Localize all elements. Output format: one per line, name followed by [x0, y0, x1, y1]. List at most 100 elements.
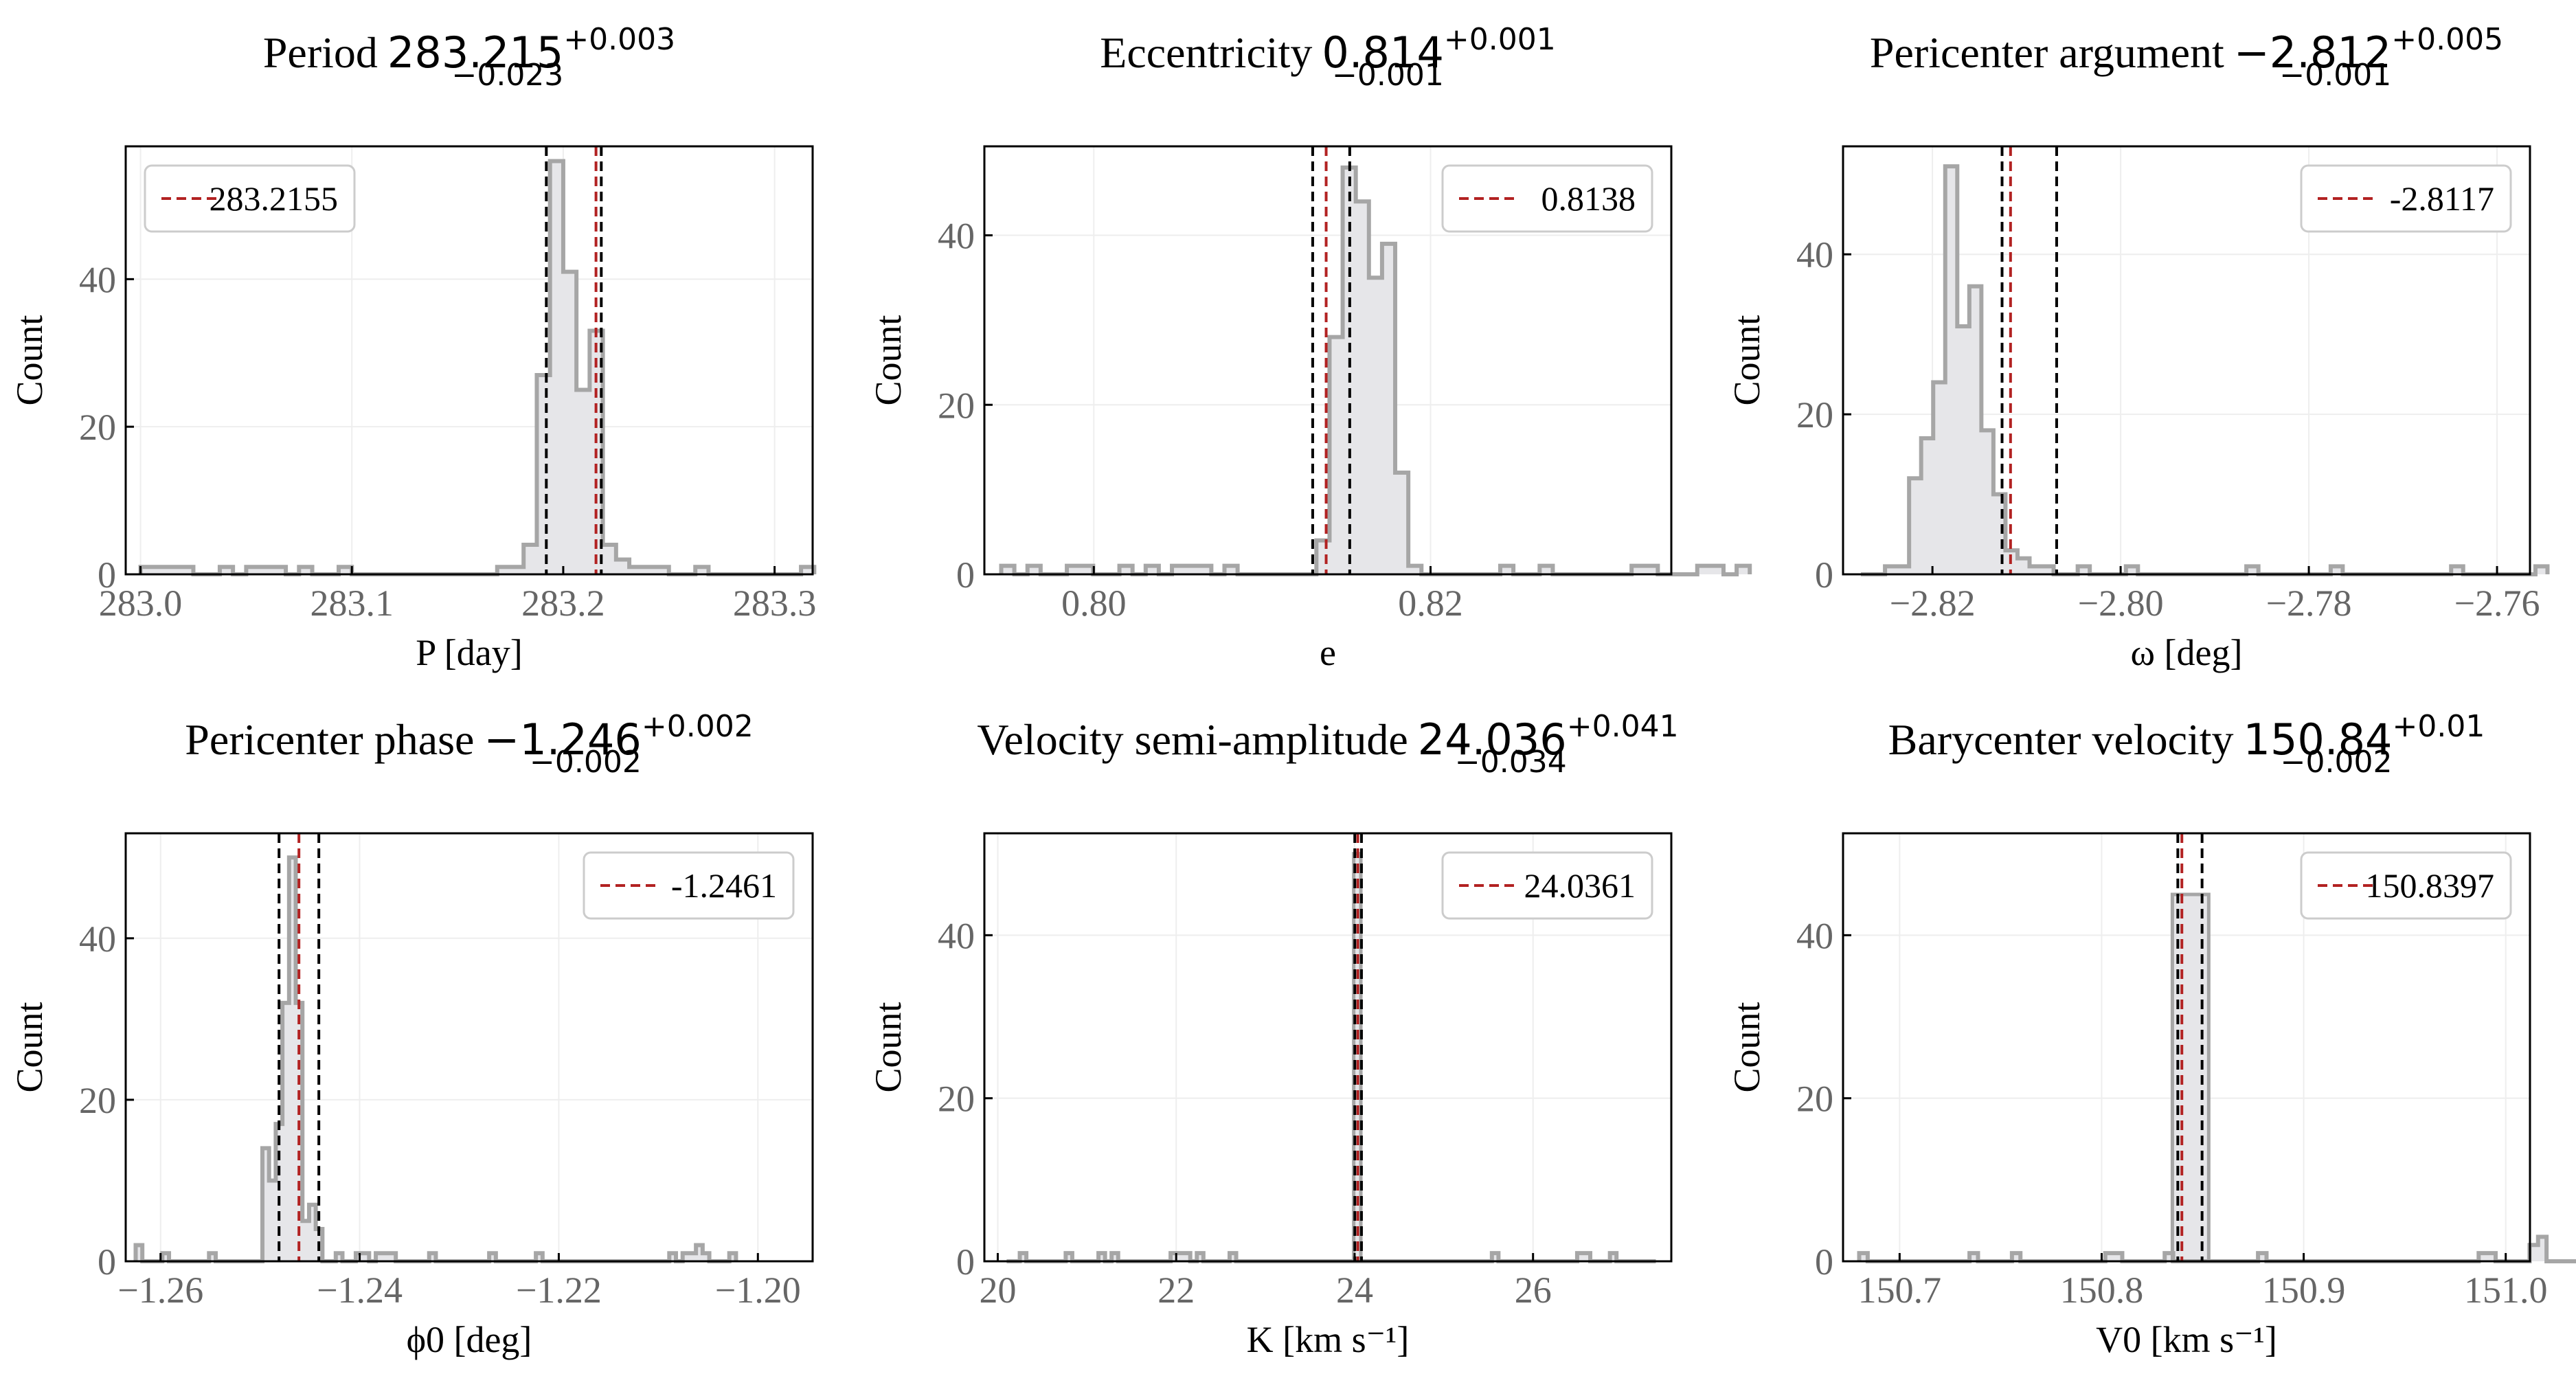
subplot-title: Barycenter velocity 150.84+0.01 −0.002: [1888, 709, 2485, 780]
x-tick-label: 0.82: [1398, 583, 1463, 624]
x-tick-label: −2.78: [2266, 583, 2352, 624]
histogram: [138, 159, 817, 576]
y-tick-label: 20: [1796, 394, 1833, 436]
legend: 150.8397: [2300, 851, 2512, 920]
y-tick-label: 40: [1796, 915, 1833, 956]
x-axis-label: e: [1320, 632, 1336, 673]
subplot-5: Velocity semi-amplitude 24.036+0.041 −0.03…: [868, 709, 1679, 1360]
y-tick-label: 40: [938, 915, 975, 956]
legend-label: 24.0361: [1524, 866, 1636, 905]
x-ticks: −2.82 −2.80 −2.78 −2.76: [1890, 566, 2540, 624]
title-value: 24.036: [1418, 714, 1567, 765]
y-axis-label: Count: [1726, 315, 1767, 405]
legend-box: [2300, 164, 2512, 233]
legend-box: [1441, 851, 1653, 920]
x-tick-label: 20: [979, 1270, 1016, 1311]
histogram-outline: [1857, 1234, 2576, 1263]
x-axis-label: ϕ0 [deg]: [407, 1319, 532, 1360]
axes-frame: [1842, 832, 2531, 1263]
legend-label: -1.2461: [671, 866, 777, 905]
x-tick-label: 283.0: [99, 583, 183, 624]
legend-label: -2.8117: [2390, 179, 2494, 218]
title-value: 283.215: [387, 27, 563, 78]
x-tick-label: 283.3: [733, 583, 817, 624]
legend: -1.2461: [583, 851, 795, 920]
legend-label: 150.8397: [2366, 866, 2495, 905]
title-plus: +0.01: [2392, 709, 2485, 744]
subplot-title: Velocity semi-amplitude 24.036+0.041 −0.03…: [977, 709, 1678, 780]
y-tick-label: 40: [1796, 234, 1833, 275]
legend: 283.2155: [144, 164, 356, 233]
y-axis-label: Count: [9, 315, 50, 405]
x-tick-label: 150.7: [1858, 1270, 1942, 1311]
x-tick-label: −1.20: [715, 1270, 801, 1311]
subplot-2: Eccentricity 0.814+0.001 −0.001 0.80 0.82 0 20…: [868, 22, 1752, 673]
legend: 24.0361: [1441, 851, 1653, 920]
subplot-title: Eccentricity 0.814+0.001 −0.001: [1100, 22, 1556, 93]
title-value: 0.814: [1322, 27, 1444, 78]
title-value: −1.246: [484, 714, 641, 765]
subplot-title: Pericenter phase −1.246+0.002 −0.002: [185, 709, 753, 780]
title-plus: +0.002: [642, 709, 754, 744]
legend-box: [583, 851, 795, 920]
y-tick-label: 20: [79, 1080, 116, 1121]
x-tick-label: −2.80: [2078, 583, 2164, 624]
title-name: Barycenter velocity: [1888, 715, 2234, 764]
subplot-6: Barycenter velocity 150.84+0.01 −0.002150.…: [1726, 709, 2576, 1360]
histogram-fill: [1001, 167, 1750, 575]
title-plus: +0.005: [2391, 22, 2503, 57]
title-plus: +0.041: [1567, 709, 1679, 744]
axes-frame: [983, 832, 1673, 1263]
x-tick-label: 24: [1336, 1270, 1373, 1311]
y-tick-label: 20: [938, 1079, 975, 1120]
axes-frame: [124, 832, 814, 1263]
title-minus: −0.001: [1332, 58, 1444, 93]
x-ticks: 20 22 24 26: [979, 1253, 1552, 1311]
title-plus: +0.003: [563, 22, 675, 57]
legend-label: 0.8138: [1541, 179, 1636, 218]
subplot-title: Period 283.215+0.003 −0.023: [263, 22, 675, 93]
x-tick-label: −1.26: [117, 1270, 203, 1311]
y-axis-label: Count: [868, 1002, 909, 1092]
legend-label: 283.2155: [210, 179, 339, 218]
y-axis-label: Count: [868, 315, 909, 405]
x-tick-label: 150.9: [2262, 1270, 2346, 1311]
title-value: −2.812: [2234, 27, 2391, 78]
x-tick-label: −1.22: [516, 1270, 602, 1311]
x-ticks: 283.0 283.1 283.2 283.3: [99, 566, 817, 624]
y-tick-label: 0: [1815, 554, 1833, 596]
title-value: 150.84: [2244, 714, 2393, 765]
axes-frame: [124, 145, 814, 576]
title-minus: −0.034: [1455, 745, 1567, 780]
subplot-1: Period 283.215+0.003 −0.023 283.0 283.1 283.2…: [9, 22, 816, 673]
y-tick-label: 20: [938, 385, 975, 426]
histogram-fill: [1861, 166, 2548, 574]
axes-frame: [1842, 145, 2531, 576]
y-tick-label: 0: [956, 554, 975, 596]
y-ticks: 0 20 40: [938, 915, 993, 1283]
x-tick-label: 283.2: [521, 583, 605, 624]
histogram-outline: [1006, 1251, 1656, 1263]
histogram-outline: [138, 159, 817, 576]
x-tick-label: −2.82: [1890, 583, 1976, 624]
histogram: [1857, 892, 2576, 1263]
y-tick-label: 0: [956, 1241, 975, 1283]
title-plus: +0.001: [1444, 22, 1556, 57]
y-ticks: 0 20 40: [1796, 234, 1851, 596]
subplot-title: Pericenter argument −2.812+0.005 −0.001: [1870, 22, 2503, 93]
x-tick-label: 151.0: [2464, 1270, 2548, 1311]
legend-box: [2300, 851, 2512, 920]
x-ticks: −1.26 −1.24 −1.22 −1.20: [117, 1253, 801, 1311]
y-tick-label: 40: [79, 918, 116, 960]
x-tick-label: −1.24: [317, 1270, 403, 1311]
y-tick-label: 20: [1796, 1079, 1833, 1120]
title-minus: −0.001: [2279, 58, 2391, 93]
y-tick-label: 40: [79, 259, 116, 300]
legend-box: [1441, 164, 1653, 233]
x-axis-label: V0 [km s⁻¹]: [2096, 1319, 2277, 1360]
y-tick-label: 0: [1815, 1241, 1833, 1283]
x-ticks: 150.7 150.8 150.9 151.0: [1858, 1253, 2548, 1311]
title-minus: −0.002: [2281, 745, 2393, 780]
x-axis-label: P [day]: [416, 632, 522, 673]
title-minus: −0.002: [530, 745, 642, 780]
